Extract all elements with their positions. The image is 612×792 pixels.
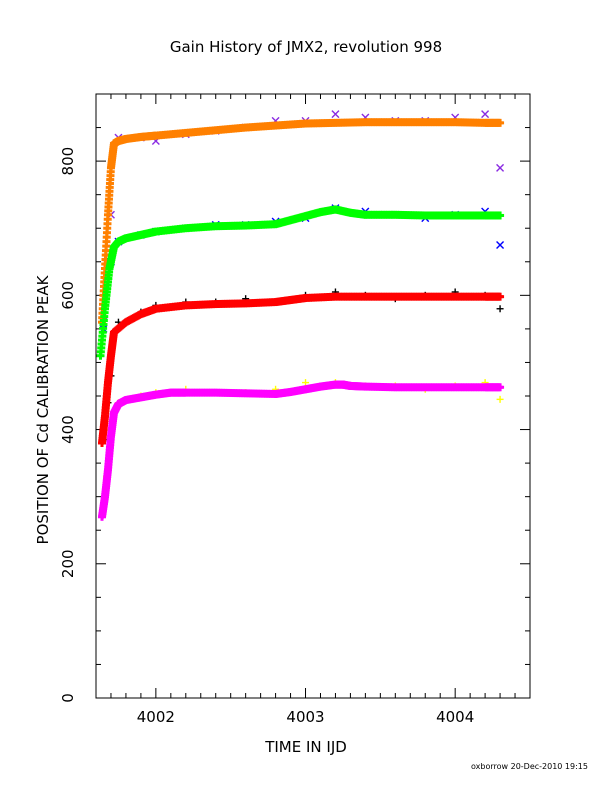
y-tick-label: 800 — [59, 147, 77, 176]
data-point-x — [481, 110, 490, 119]
credit-footer: oxborrow 20-Dec-2010 19:15 — [471, 762, 588, 771]
x-axis-label: TIME IN IJD — [265, 738, 347, 756]
data-point-x — [496, 163, 505, 172]
series-5-fit — [97, 292, 505, 447]
chart-title: Gain History of JMX2, revolution 998 — [169, 38, 443, 56]
data-point-x — [331, 110, 340, 119]
series-2-data — [99, 204, 505, 333]
x-tick-label: 4004 — [436, 708, 474, 726]
x-tick-label: 4003 — [286, 708, 324, 726]
series-3-fit — [96, 205, 505, 360]
y-tick-label: 200 — [59, 549, 77, 578]
y-tick-label: 400 — [59, 415, 77, 444]
series-6-data — [98, 379, 504, 517]
x-tick-label: 4002 — [137, 708, 175, 726]
axis-ticks: 0 200 400 600 800 4002 4003 4004 — [59, 93, 531, 726]
y-tick-label: 0 — [59, 693, 77, 703]
data-series — [96, 110, 505, 521]
y-tick-label: 600 — [59, 281, 77, 310]
series-7-fit — [97, 380, 505, 521]
data-point-x — [496, 241, 505, 249]
